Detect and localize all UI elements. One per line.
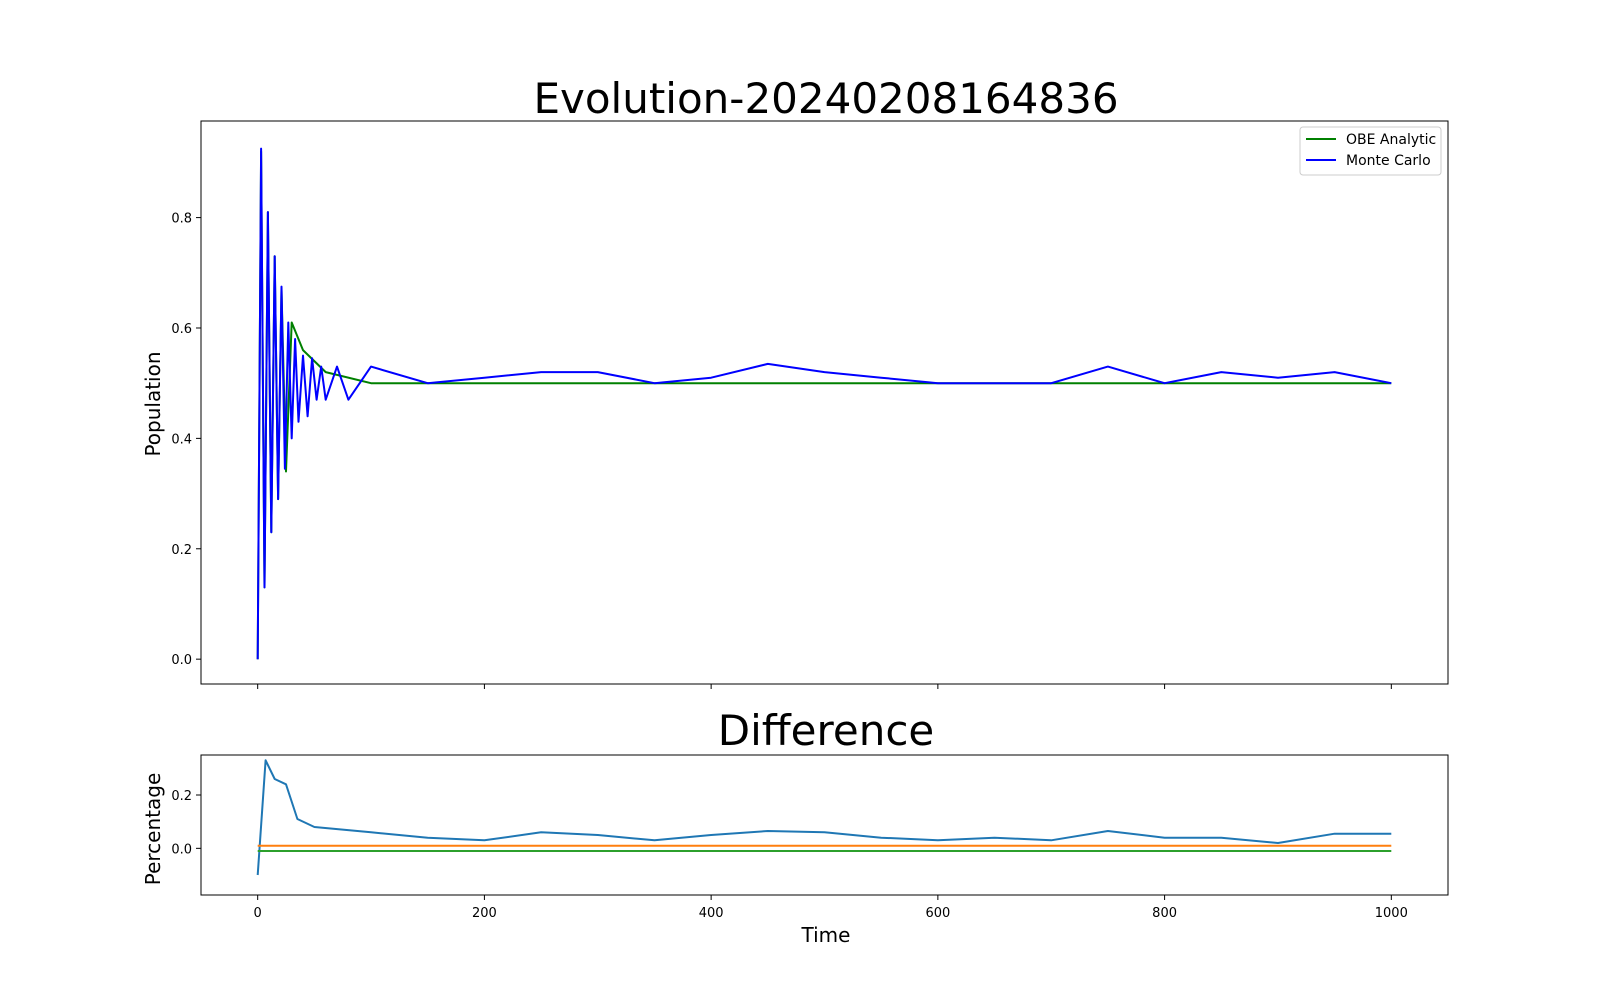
y-tick-label: 0.6 [171, 322, 192, 337]
legend-label-monte-carlo: Monte Carlo [1346, 153, 1431, 169]
y-tick-label: 0.4 [171, 432, 192, 447]
x-tick-label: 800 [1152, 906, 1177, 921]
y-tick-label: 0.2 [171, 789, 192, 804]
x-tick-label: 400 [699, 906, 724, 921]
legend: OBE Analytic Monte Carlo [1299, 126, 1442, 176]
series-line-monte-carlo [256, 147, 1392, 660]
legend-label-obe: OBE Analytic [1346, 132, 1436, 148]
y-tick-label: 0.2 [171, 543, 192, 558]
x-tick-label: 1000 [1375, 906, 1408, 921]
population-panel: Evolution-20240208164836 0.0 0.2 0.4 0.6 0.8… [141, 74, 1449, 689]
series-line-series-1 [256, 759, 1392, 876]
chart-title: Evolution-20240208164836 [533, 74, 1118, 123]
x-tick-label: 0 [254, 906, 262, 921]
series-layer [256, 759, 1392, 876]
x-axis-label: Time [801, 923, 851, 947]
y-tick-label: 0.8 [171, 212, 192, 227]
x-tick-label: 200 [472, 906, 497, 921]
series-layer [256, 147, 1392, 660]
difference-panel: Difference 0.0 0.2 0 200 400 600 800 1000 Perc… [141, 706, 1449, 947]
x-tick-label: 600 [925, 906, 950, 921]
chart-title: Difference [718, 706, 935, 755]
y-axis-ticks: 0.0 0.2 0.4 0.6 0.8 [171, 212, 201, 668]
y-tick-label: 0.0 [171, 842, 192, 857]
y-tick-label: 0.0 [171, 653, 192, 668]
x-axis-ticks: 0 200 400 600 800 1000 [254, 895, 1408, 921]
y-axis-ticks: 0.0 0.2 [171, 789, 201, 857]
plot-area-frame [200, 754, 1449, 896]
y-axis-label: Percentage [141, 773, 165, 886]
x-axis-ticks [257, 684, 1392, 689]
series-line-obe-analytic [256, 150, 1392, 660]
y-axis-label: Population [141, 351, 165, 456]
plot-area-frame [200, 120, 1449, 685]
